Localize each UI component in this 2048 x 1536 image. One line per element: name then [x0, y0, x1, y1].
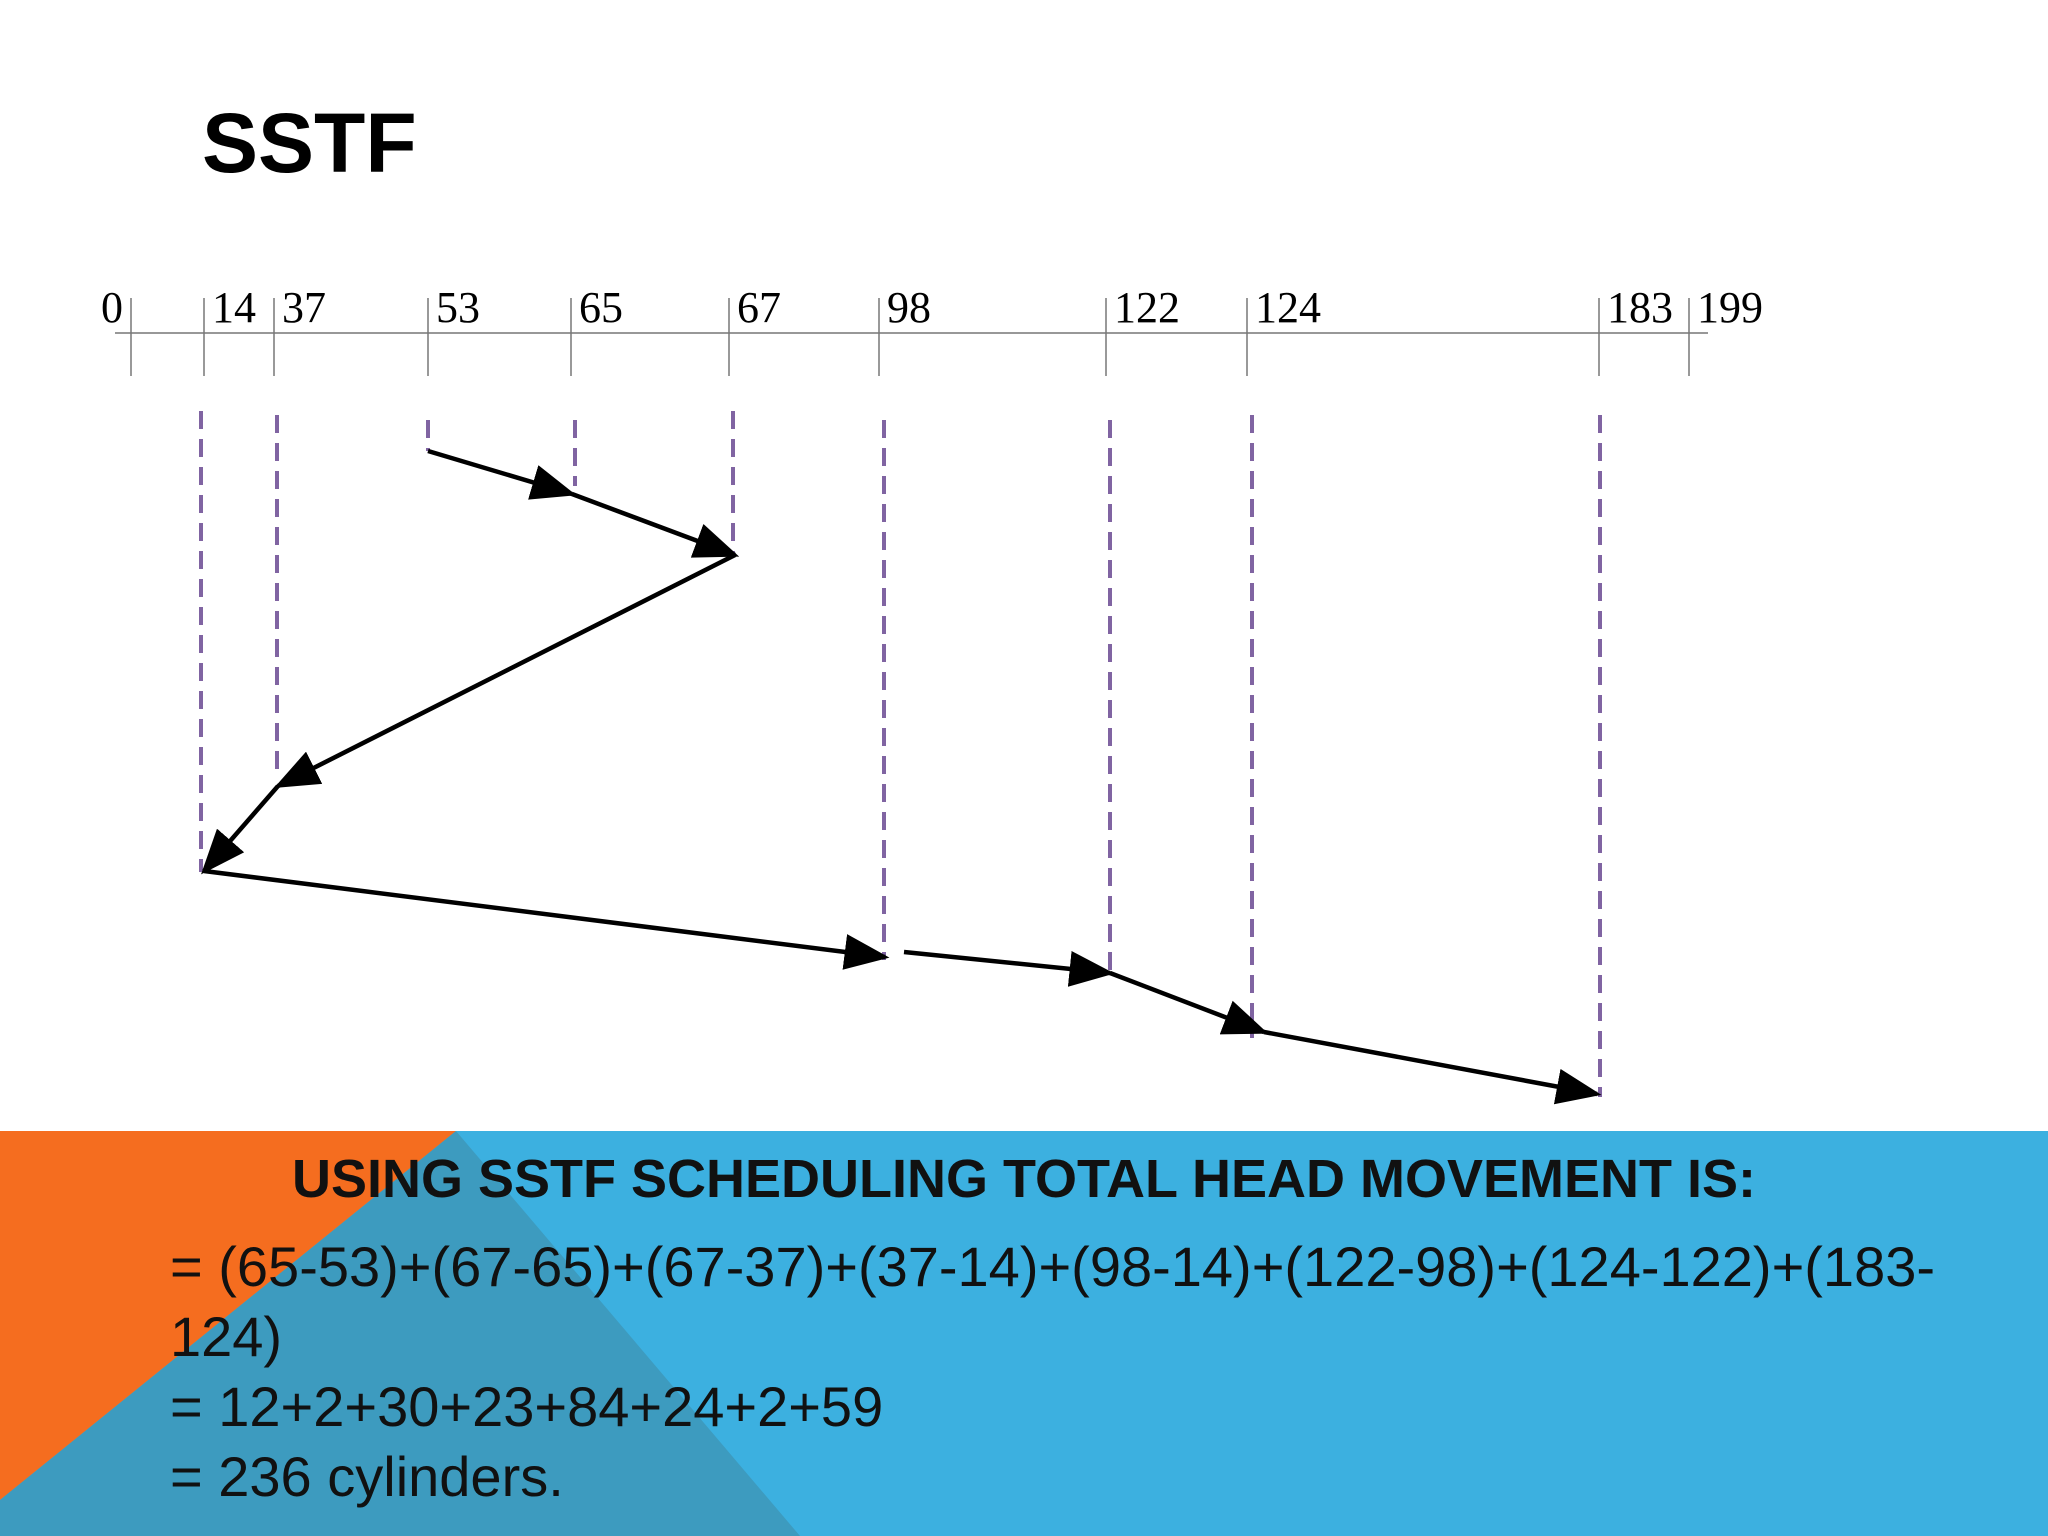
axis: 0 14 37 53 65 67 98 122 124 183 199 — [101, 283, 1763, 376]
axis-label: 98 — [887, 283, 931, 332]
summary-line: = 236 cylinders. — [170, 1445, 564, 1508]
head-path — [201, 448, 1602, 1105]
arrow — [203, 868, 890, 970]
axis-label: 124 — [1255, 283, 1321, 332]
summary-heading: USING SSTF SCHEDULING TOTAL HEAD MOVEMEN… — [291, 1149, 1757, 1209]
summary-line: = (65-53)+(67-65)+(67-37)+(37-14)+(98-14… — [170, 1235, 1936, 1368]
axis-label: 65 — [579, 283, 623, 332]
arrow — [1263, 1029, 1602, 1105]
axis-label: 14 — [212, 283, 256, 332]
arrow — [427, 448, 577, 500]
footer-teal — [0, 1131, 800, 1536]
axis-label: 122 — [1114, 283, 1180, 332]
title: SSTF — [202, 96, 417, 190]
axis-label: 199 — [1697, 283, 1763, 332]
arrow — [571, 491, 740, 558]
summary-lines: = (65-53)+(67-65)+(67-37)+(37-14)+(98-14… — [170, 1232, 1970, 1512]
axis-label: 0 — [101, 283, 123, 332]
arrow — [903, 949, 1115, 987]
axis-label: 37 — [282, 283, 326, 332]
arrow — [273, 552, 737, 789]
axis-label: 53 — [436, 283, 480, 332]
arrow — [201, 784, 280, 875]
arrow — [1109, 970, 1269, 1035]
axis-label: 67 — [737, 283, 781, 332]
request-lines — [199, 411, 1602, 1097]
axis-label: 183 — [1607, 283, 1673, 332]
summary-line: = 12+2+30+23+84+24+2+59 — [170, 1375, 884, 1438]
